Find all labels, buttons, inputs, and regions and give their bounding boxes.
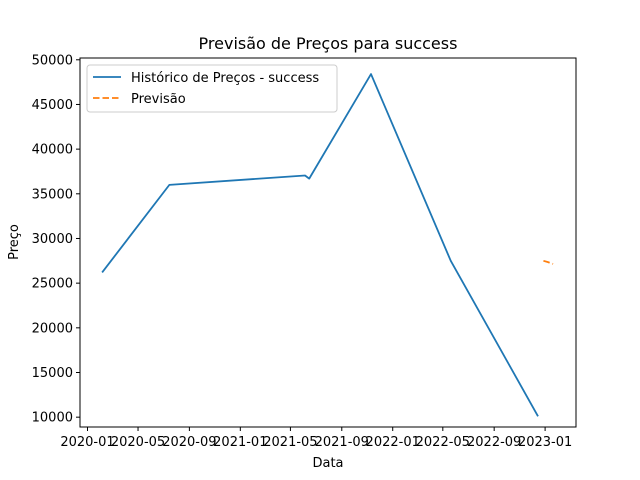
y-tick-label: 10000 bbox=[32, 411, 73, 426]
x-tick-label: 2022-01 bbox=[366, 435, 420, 450]
y-tick-label: 25000 bbox=[32, 277, 73, 292]
y-tick-label: 40000 bbox=[32, 143, 73, 158]
legend: Histórico de Preços - success Previsão bbox=[86, 64, 338, 113]
x-tick-label: 2022-05 bbox=[416, 435, 470, 450]
x-tick-label: 2020-05 bbox=[111, 435, 165, 450]
series-layer bbox=[101, 73, 554, 417]
y-axis-ticks: 10000 15000 20000 25000 30000 35000 40000 45000… bbox=[32, 53, 80, 426]
x-axis-title: Data bbox=[312, 456, 343, 471]
x-tick-label: 2022-09 bbox=[467, 435, 521, 450]
legend-box bbox=[86, 64, 338, 113]
x-tick-label: 2020-09 bbox=[162, 435, 216, 450]
y-tick-label: 35000 bbox=[32, 187, 73, 202]
y-tick-label: 30000 bbox=[32, 232, 73, 247]
x-axis-ticks: 2020-012020-052020-092021-012021-052021-… bbox=[60, 427, 572, 450]
y-tick-label: 15000 bbox=[32, 366, 73, 381]
x-tick-label: 2020-01 bbox=[60, 435, 114, 450]
y-tick-label: 45000 bbox=[32, 98, 73, 113]
plot-area bbox=[80, 58, 576, 427]
x-tick-label: 2021-05 bbox=[263, 435, 317, 450]
x-tick-label: 2023-01 bbox=[518, 435, 572, 450]
y-axis-title: Preço bbox=[7, 224, 22, 260]
x-tick-label: 2021-01 bbox=[213, 435, 267, 450]
y-tick-label: 20000 bbox=[32, 321, 73, 336]
x-tick-label: 2021-09 bbox=[315, 435, 369, 450]
plot-frame bbox=[79, 57, 577, 428]
series-line-1 bbox=[543, 259, 554, 265]
legend-label-1: Previsão bbox=[131, 92, 186, 107]
y-tick-label: 50000 bbox=[32, 53, 73, 68]
chart-title: Previsão de Preços para success bbox=[199, 34, 458, 53]
legend-label-0: Histórico de Preços - success bbox=[131, 71, 319, 86]
series-line-0 bbox=[101, 73, 539, 417]
